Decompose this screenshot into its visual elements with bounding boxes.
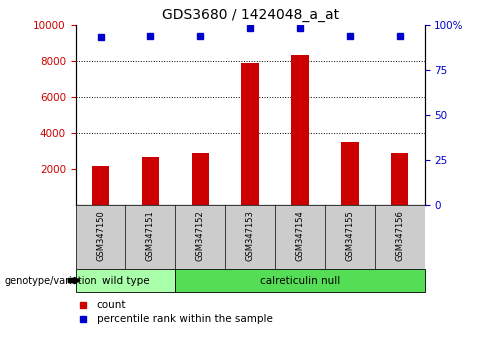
Bar <box>341 142 359 205</box>
Text: GSM347154: GSM347154 <box>295 210 305 261</box>
Bar <box>391 153 408 205</box>
Text: GSM347156: GSM347156 <box>395 210 404 261</box>
Bar <box>76 269 175 292</box>
Text: wild type: wild type <box>102 275 149 286</box>
Text: genotype/variation: genotype/variation <box>5 275 98 286</box>
Bar <box>92 166 109 205</box>
Bar <box>175 269 425 292</box>
Text: count: count <box>97 299 126 309</box>
Text: GSM347151: GSM347151 <box>146 210 155 261</box>
Bar <box>191 153 209 205</box>
Bar <box>242 63 259 205</box>
Text: GSM347153: GSM347153 <box>245 210 255 261</box>
Text: GSM347155: GSM347155 <box>346 210 354 261</box>
Bar <box>142 156 159 205</box>
Text: percentile rank within the sample: percentile rank within the sample <box>97 314 272 325</box>
Text: calreticulin null: calreticulin null <box>260 275 340 286</box>
Text: GSM347150: GSM347150 <box>96 210 105 261</box>
Title: GDS3680 / 1424048_a_at: GDS3680 / 1424048_a_at <box>162 8 339 22</box>
Text: GSM347152: GSM347152 <box>196 210 205 261</box>
Bar <box>291 56 309 205</box>
